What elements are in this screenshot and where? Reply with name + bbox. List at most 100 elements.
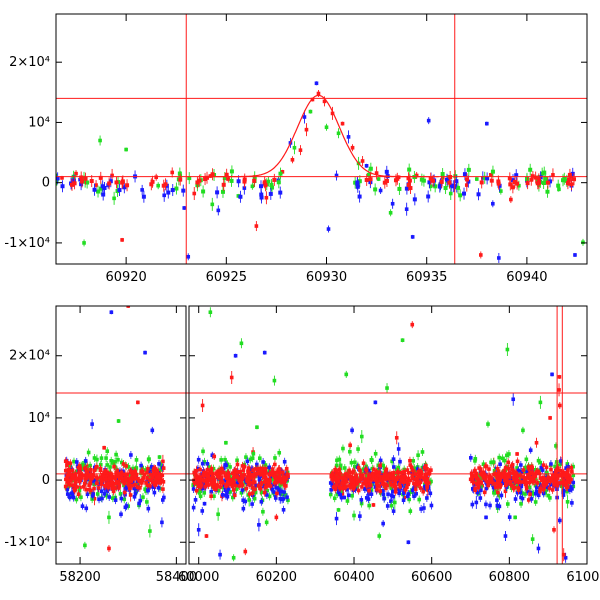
data-point-green-marker bbox=[112, 196, 116, 201]
data-point-green bbox=[359, 430, 364, 444]
data-point-blue bbox=[160, 517, 164, 528]
cluster-point bbox=[65, 492, 70, 496]
cluster-point bbox=[482, 175, 487, 180]
data-point-green-marker bbox=[486, 422, 490, 426]
cluster-point bbox=[339, 489, 344, 493]
cluster-point bbox=[281, 507, 286, 512]
cluster-point bbox=[425, 484, 429, 488]
cluster-point bbox=[202, 491, 207, 495]
cluster-point bbox=[363, 487, 367, 491]
cluster-point bbox=[120, 180, 125, 185]
cluster-point bbox=[375, 484, 379, 488]
cluster-point bbox=[197, 477, 202, 482]
cluster-point bbox=[65, 487, 70, 492]
y-tick-label: 10⁴ bbox=[28, 411, 50, 426]
cluster-point bbox=[218, 485, 222, 489]
cluster-point bbox=[146, 506, 151, 511]
cluster-point bbox=[241, 498, 245, 503]
cluster-point bbox=[505, 502, 510, 506]
cluster-point bbox=[489, 178, 494, 183]
data-point-blue-marker bbox=[182, 206, 187, 210]
cluster-point bbox=[225, 476, 229, 480]
cluster-point bbox=[356, 447, 360, 451]
cluster-point bbox=[130, 483, 134, 488]
data-point-red bbox=[192, 187, 197, 201]
data-point-red bbox=[229, 370, 234, 384]
data-point-blue bbox=[218, 549, 222, 560]
cluster-point bbox=[65, 475, 69, 480]
data-point-red-marker bbox=[489, 173, 493, 177]
cluster-point bbox=[90, 497, 94, 501]
cluster-point bbox=[545, 180, 550, 185]
data-point-blue bbox=[346, 130, 351, 144]
cluster-point bbox=[75, 460, 79, 464]
cluster-point bbox=[394, 477, 399, 481]
data-point-red-marker bbox=[78, 485, 82, 490]
data-point-blue bbox=[414, 490, 418, 498]
cluster-point bbox=[389, 503, 394, 508]
cluster-point bbox=[192, 470, 197, 475]
data-point-green-marker bbox=[377, 534, 382, 538]
cluster-point bbox=[276, 478, 280, 482]
x-tick-label: 60600 bbox=[411, 570, 452, 585]
cluster-point bbox=[390, 482, 394, 487]
cluster-point bbox=[158, 468, 163, 472]
data-point-green bbox=[448, 187, 453, 201]
cluster-point bbox=[338, 492, 342, 497]
cluster-point bbox=[369, 492, 374, 496]
cluster-point bbox=[405, 468, 410, 472]
cluster-point bbox=[77, 475, 81, 480]
cluster-point bbox=[283, 493, 288, 497]
cluster-point bbox=[80, 473, 85, 478]
cluster-point bbox=[456, 185, 461, 190]
cluster-point bbox=[384, 477, 388, 481]
cluster-point bbox=[514, 173, 519, 178]
data-point-green-marker bbox=[324, 125, 329, 130]
data-point-red bbox=[126, 306, 131, 308]
data-point-blue-marker bbox=[80, 504, 85, 508]
cluster-point bbox=[368, 177, 373, 182]
cluster-point bbox=[454, 179, 459, 184]
cluster-point bbox=[411, 468, 415, 473]
cluster-point bbox=[158, 474, 162, 478]
cluster-point bbox=[105, 482, 110, 487]
cluster-point bbox=[125, 183, 130, 188]
data-point-green bbox=[210, 197, 215, 211]
data-point-blue-marker bbox=[573, 253, 577, 257]
cluster-point bbox=[407, 497, 411, 502]
cluster-point bbox=[508, 471, 513, 475]
data-point-blue-marker bbox=[511, 397, 516, 402]
cluster-point bbox=[385, 474, 390, 478]
cluster-point bbox=[437, 184, 442, 189]
cluster-point bbox=[100, 184, 105, 189]
cluster-point bbox=[263, 480, 267, 484]
cluster-point bbox=[235, 475, 240, 479]
data-point-green-marker bbox=[336, 131, 341, 136]
data-point-green bbox=[112, 191, 116, 205]
cluster-point bbox=[72, 181, 77, 186]
cluster-point bbox=[284, 477, 288, 481]
data-point-red-marker bbox=[402, 495, 407, 500]
data-point-green bbox=[336, 128, 341, 139]
cluster-point bbox=[451, 184, 456, 189]
cluster-point bbox=[206, 483, 211, 487]
cluster-point bbox=[251, 475, 255, 479]
cluster-point bbox=[515, 484, 520, 488]
cluster-point bbox=[368, 483, 373, 488]
cluster-point bbox=[540, 468, 545, 472]
cluster-point bbox=[504, 465, 508, 470]
cluster-point bbox=[159, 479, 164, 483]
series-blue bbox=[71, 310, 568, 563]
cluster-point bbox=[546, 475, 550, 480]
cluster-point bbox=[81, 485, 86, 489]
cluster-point bbox=[410, 473, 415, 478]
data-point-red-marker bbox=[316, 91, 321, 96]
data-point-blue-marker bbox=[202, 501, 207, 506]
cluster-point bbox=[258, 466, 262, 471]
data-point-red bbox=[371, 502, 376, 507]
data-point-blue-marker bbox=[216, 208, 221, 213]
cluster-point bbox=[378, 458, 383, 463]
x-tick-label: 58200 bbox=[59, 570, 100, 585]
cluster-point bbox=[533, 491, 538, 496]
cluster-point bbox=[549, 462, 553, 466]
